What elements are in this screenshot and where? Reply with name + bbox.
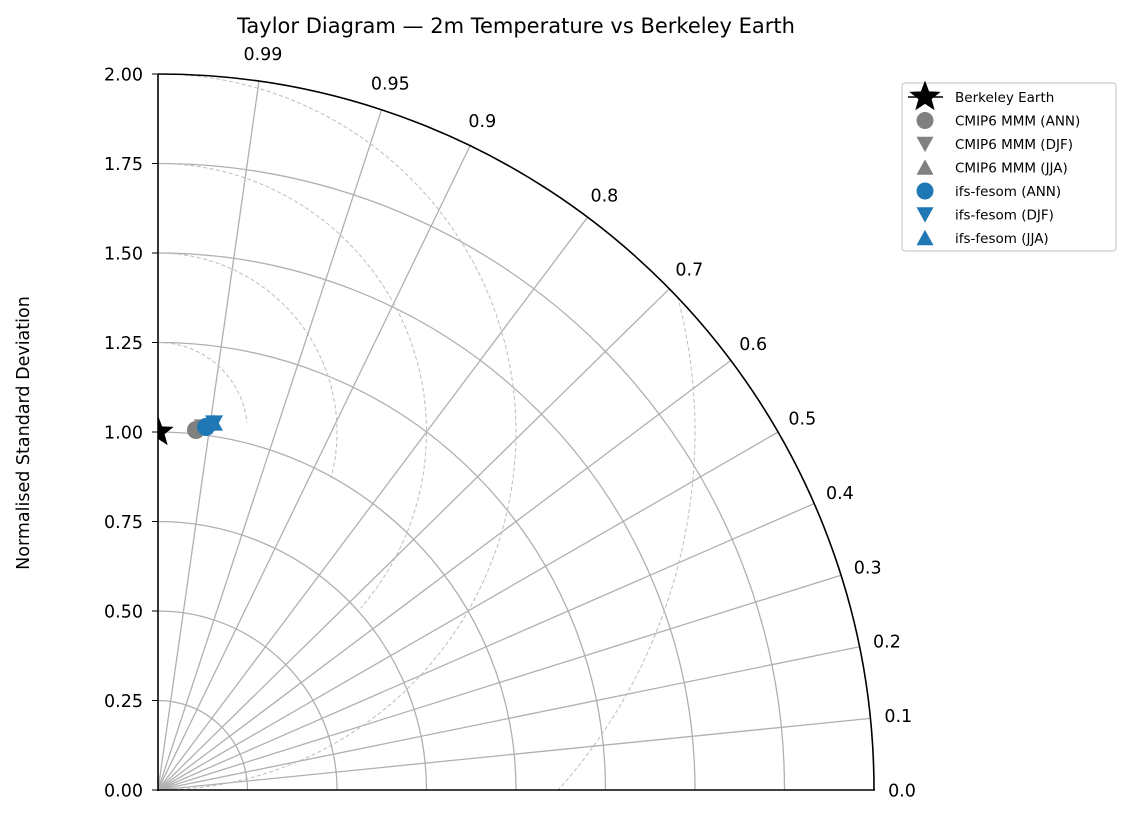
std-tick-label: 0.00 [104,782,143,802]
correlation-tick-label: 0.4 [826,484,854,504]
correlation-grid-line [157,359,732,791]
legend-frame [901,82,1117,252]
chart-title: Taylor Diagram — 2m Temperature vs Berke… [236,14,795,38]
triangle-down-icon [916,136,934,153]
correlation-tick-label: 0.6 [739,335,767,355]
legend-label: ifs-fesom (ANN) [955,184,1061,200]
legend-label: Berkeley Earth [955,90,1054,106]
legend-label: ifs-fesom (DJF) [955,208,1054,224]
correlation-grid-line [157,216,589,791]
legend-label: CMIP6 MMM (JJA) [955,161,1068,177]
correlation-gridlines [157,81,871,791]
correlation-tick-label: 0.95 [371,75,410,95]
legend-item: CMIP6 MMM (JJA) [916,159,1068,177]
std-grid-arc [157,252,696,791]
legend-item: ifs-fesom (ANN) [916,182,1061,200]
std-tick-label: 0.25 [104,692,143,712]
correlation-grid-line [157,145,471,791]
std-tick-label: 1.50 [104,245,143,265]
std-tick-label: 0.50 [104,603,143,623]
std-grid-arc [157,610,338,791]
std-gridlines [157,162,786,791]
correlation-tick-labels: 0.0 0.1 0.2 0.3 0.4 0.5 0.6 0.7 0.8 0.9 0.95 0.99 [243,45,915,802]
std-tick-labels: 0.00 0.25 0.50 0.75 1.00 1.25 1.50 1.75 2.00 [104,66,158,802]
legend-item: ifs-fesom (DJF) [916,207,1054,224]
star-icon [909,80,941,111]
triangle-down-icon [916,207,934,223]
rms-contour-arc [502,74,696,790]
correlation-tick-label: 0.9 [468,112,496,132]
correlation-grid-line [157,717,871,791]
triangle-up-icon [916,229,934,246]
data-point-marker [205,414,223,431]
correlation-tick-label: 0.1 [884,707,912,727]
correlation-tick-label: 0.99 [243,45,282,65]
data-markers [158,414,223,446]
legend-label: CMIP6 MMM (ANN) [955,114,1080,130]
legend-item: CMIP6 MMM (ANN) [916,112,1080,130]
correlation-tick-label: 0.0 [888,782,916,802]
std-tick-label: 1.75 [104,155,143,175]
std-tick-label: 0.75 [104,513,143,533]
rms-contour-arc [158,74,517,790]
std-tick-label: 2.00 [104,66,143,86]
legend: Berkeley Earth CMIP6 MMM (ANN) CMIP6 MMM (… [901,80,1117,252]
correlation-tick-label: 0.5 [788,410,816,430]
legend-label: ifs-fesom (JJA) [955,231,1049,247]
rms-contour-arc [158,252,338,479]
std-grid-arc [157,162,786,791]
legend-item: Berkeley Earth [908,80,1054,111]
legend-item: ifs-fesom (JJA) [916,229,1049,247]
correlation-grid-line [157,109,383,791]
circle-icon [916,182,934,200]
std-grid-arc [157,520,428,791]
correlation-tick-label: 0.3 [854,558,882,578]
correlation-tick-label: 0.7 [675,261,703,281]
correlation-grid-line [157,646,860,791]
std-tick-label: 1.25 [104,334,143,354]
rms-contour-arc [158,163,427,609]
std-grid-arc [157,431,517,791]
std-tick-label: 1.00 [104,424,143,444]
correlation-tick-label: 0.2 [873,633,901,653]
correlation-grid-line [157,288,670,791]
circle-icon [916,112,934,129]
correlation-grid-line [157,574,842,791]
legend-item: CMIP6 MMM (DJF) [916,136,1073,153]
legend-label: CMIP6 MMM (DJF) [955,137,1073,153]
correlation-grid-line [157,503,815,791]
rms-contour-arc [158,342,248,423]
outer-correlation-arc [157,73,875,791]
triangle-up-icon [916,159,934,175]
std-grid-arc [157,341,607,791]
correlation-tick-label: 0.8 [590,186,618,206]
y-axis-label: Normalised Standard Deviation [14,296,34,570]
